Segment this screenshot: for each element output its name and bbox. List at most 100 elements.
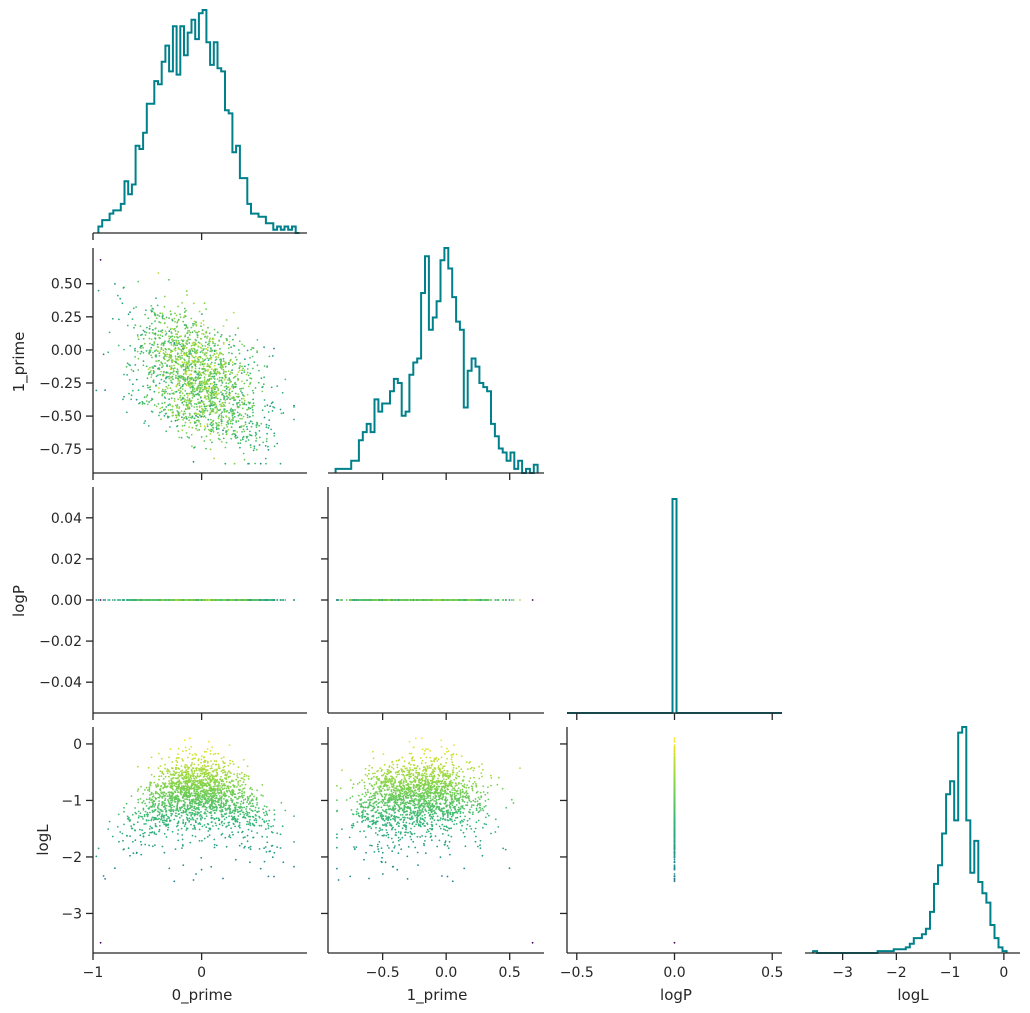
- scatter-point: [174, 327, 176, 330]
- scatter-point: [178, 382, 181, 384]
- scatter-point: [158, 382, 161, 385]
- scatter-point: [138, 402, 140, 405]
- scatter-point: [222, 360, 225, 362]
- scatter-point: [149, 351, 152, 353]
- scatter-point: [255, 437, 258, 440]
- scatter-point: [154, 332, 157, 335]
- scatter-point: [238, 412, 241, 415]
- scatter-point: [206, 409, 209, 412]
- scatter-point: [252, 411, 254, 414]
- scatter-point: [198, 330, 200, 333]
- scatter-point: [212, 403, 215, 406]
- scatter-point: [184, 327, 187, 330]
- scatter-point: [172, 373, 175, 376]
- scatter-point: [162, 374, 164, 377]
- scatter-point: [198, 393, 201, 396]
- scatter-point: [238, 369, 241, 372]
- scatter-point: [170, 344, 173, 346]
- scatter-point: [201, 350, 203, 352]
- scatter-point: [185, 384, 188, 387]
- scatter-point: [218, 392, 220, 395]
- scatter-point: [177, 389, 180, 391]
- scatter-point: [181, 302, 183, 304]
- scatter-point: [154, 354, 157, 357]
- scatter-point: [210, 356, 213, 359]
- scatter-point: [156, 304, 159, 307]
- scatter-point: [243, 395, 246, 397]
- scatter-point: [221, 411, 224, 414]
- scatter-point: [114, 283, 116, 285]
- scatter-point: [279, 599, 282, 601]
- scatter-point: [191, 445, 193, 448]
- scatter-point: [206, 363, 209, 365]
- scatter-point: [208, 338, 211, 341]
- scatter-point: [165, 371, 168, 374]
- scatter-point: [224, 363, 226, 365]
- scatter-point: [280, 412, 283, 415]
- scatter-point: [246, 408, 249, 411]
- scatter-point: [203, 425, 206, 428]
- scatter-point: [252, 414, 254, 417]
- scatter-point: [213, 396, 216, 399]
- scatter-point: [229, 599, 232, 601]
- scatter-point: [293, 418, 295, 421]
- scatter-point: [171, 405, 174, 408]
- scatter-point: [188, 364, 191, 367]
- scatter-point: [188, 426, 191, 429]
- scatter-point: [143, 330, 146, 333]
- scatter-point: [188, 361, 191, 363]
- scatter-point: [231, 369, 234, 371]
- scatter-point: [268, 599, 271, 601]
- scatter-point: [126, 324, 129, 327]
- scatter-point: [220, 418, 223, 421]
- scatter-point: [157, 330, 160, 333]
- scatter-point: [195, 321, 197, 324]
- scatter-point: [279, 408, 282, 411]
- scatter-point: [190, 433, 193, 436]
- scatter-point: [213, 599, 216, 601]
- scatter-point: [181, 392, 184, 395]
- scatter-point: [204, 416, 207, 419]
- scatter-point: [209, 448, 212, 451]
- scatter-point: [192, 384, 195, 387]
- scatter-point: [270, 599, 272, 601]
- scatter-point: [199, 373, 202, 376]
- scatter-point: [174, 312, 176, 315]
- scatter-point: [197, 358, 200, 361]
- scatter-point: [158, 359, 161, 362]
- scatter-point: [213, 457, 216, 460]
- scatter-point: [190, 348, 193, 350]
- scatter-point: [218, 438, 221, 441]
- scatter-point: [158, 315, 161, 318]
- scatter-point: [176, 371, 179, 374]
- scatter-point: [175, 416, 178, 419]
- scatter-point: [229, 387, 232, 390]
- scatter-point: [131, 599, 134, 601]
- scatter-point: [197, 413, 200, 415]
- scatter-point: [188, 359, 190, 362]
- scatter-point: [182, 320, 185, 323]
- scatter-point: [185, 353, 188, 356]
- scatter-point: [169, 357, 172, 360]
- scatter-point: [255, 424, 258, 427]
- scatter-point: [194, 341, 196, 344]
- scatter-point: [253, 445, 256, 448]
- scatter-point: [167, 404, 170, 407]
- scatter-point: [198, 406, 201, 409]
- scatter-point: [207, 418, 210, 421]
- scatter-point: [202, 333, 205, 336]
- scatter-point: [249, 599, 252, 601]
- scatter-point: [265, 423, 268, 426]
- scatter-point: [237, 327, 240, 329]
- scatter-point: [209, 423, 212, 426]
- scatter-point: [159, 312, 162, 315]
- scatter-point: [179, 599, 182, 601]
- scatter-point: [216, 352, 218, 355]
- scatter-point: [203, 378, 206, 381]
- scatter-point: [163, 305, 166, 308]
- scatter-point: [244, 423, 247, 426]
- scatter-point: [236, 431, 239, 433]
- scatter-point: [203, 405, 206, 408]
- scatter-point: [220, 384, 223, 387]
- scatter-point: [243, 371, 246, 373]
